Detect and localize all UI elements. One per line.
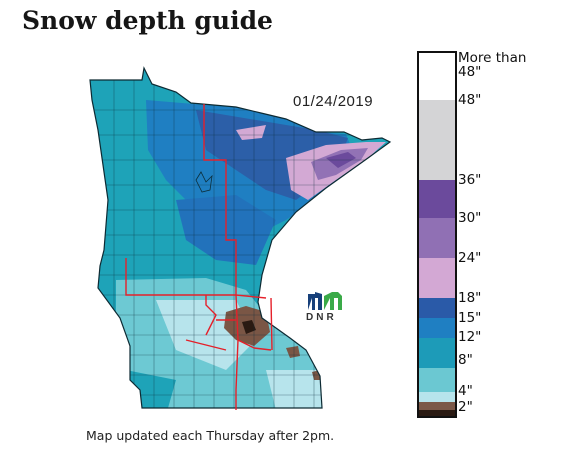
dnr-logo-text: DNR: [306, 312, 337, 323]
legend-label-4: 4": [458, 383, 473, 399]
legend-label-15: 15": [458, 310, 482, 326]
legend-label-36: 36": [458, 172, 482, 188]
legend-label-18: 18": [458, 290, 482, 306]
legend-label-30: 30": [458, 210, 482, 226]
legend-label-more-than-48: 48": [458, 64, 482, 80]
legend-label-8: 8": [458, 352, 473, 368]
legend-label-2: 2": [458, 399, 473, 415]
map-caption: Map updated each Thursday after 2pm.: [86, 428, 335, 443]
legend-label-24: 24": [458, 250, 482, 266]
minnesota-snow-map: [89, 66, 392, 410]
legend-label-12: 12": [458, 329, 482, 345]
legend-label-48: 48": [458, 92, 482, 108]
dnr-logo: [308, 292, 342, 310]
state-outline: [89, 66, 392, 409]
map-date: 01/24/2019: [293, 93, 374, 110]
legend-label-more-than: More than: [458, 50, 527, 66]
page-title: Snow depth guide: [22, 6, 273, 35]
legend-color-bar: [417, 51, 457, 418]
region-boundaries: [125, 104, 273, 410]
